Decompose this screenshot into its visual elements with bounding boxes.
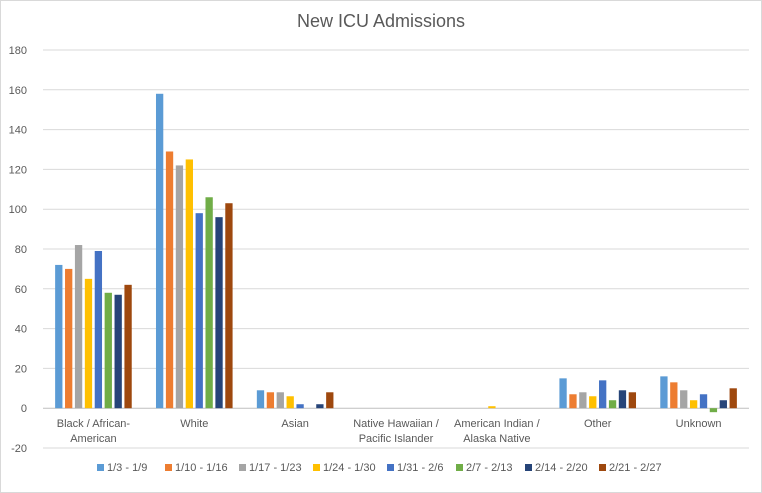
x-category-label: American xyxy=(70,433,116,445)
bar-layer xyxy=(55,93,737,413)
bar-6-6 xyxy=(608,400,617,409)
y-tick-label: 60 xyxy=(15,284,27,296)
legend-label: 2/14 - 2/20 xyxy=(535,462,588,474)
bar-1-1 xyxy=(55,264,63,409)
bar-8-6 xyxy=(628,392,637,409)
legend-label: 1/17 - 1/23 xyxy=(249,462,302,474)
x-category-label: Pacific Islander xyxy=(359,433,434,445)
legend-label: 2/7 - 2/13 xyxy=(466,462,512,474)
y-tick-label: 160 xyxy=(9,85,27,97)
y-tick-label: -20 xyxy=(11,443,27,455)
bar-2-3 xyxy=(266,392,275,409)
y-tick-label: 80 xyxy=(15,244,27,256)
legend-swatch xyxy=(165,464,172,471)
bar-2-7 xyxy=(670,382,678,409)
legend-label: 2/21 - 2/27 xyxy=(609,462,662,474)
bar-4-5 xyxy=(488,406,496,409)
bar-5-1 xyxy=(94,250,103,409)
legend-label: 1/31 - 2/6 xyxy=(397,462,443,474)
x-category-label: Black / African- xyxy=(57,418,131,430)
bar-3-6 xyxy=(579,392,587,409)
legend-label: 1/3 - 1/9 xyxy=(107,462,147,474)
bar-3-1 xyxy=(74,245,83,409)
bar-4-2 xyxy=(185,159,193,409)
y-tick-label: 100 xyxy=(9,204,27,216)
bar-7-6 xyxy=(618,390,627,409)
bar-5-6 xyxy=(599,380,607,409)
bar-5-3 xyxy=(296,404,304,409)
chart-title: New ICU Admissions xyxy=(296,11,466,31)
y-tick-label: 140 xyxy=(9,125,27,137)
bar-2-1 xyxy=(65,268,73,409)
bar-4-7 xyxy=(689,400,698,409)
bar-7-1 xyxy=(114,294,122,409)
legend-swatch xyxy=(97,464,104,471)
bar-5-2 xyxy=(195,213,203,409)
bar-1-7 xyxy=(660,376,668,409)
bar-2-6 xyxy=(569,394,577,409)
legend-swatch xyxy=(313,464,320,471)
bar-6-7 xyxy=(709,408,718,413)
bar-2-2 xyxy=(165,151,174,409)
legend-swatch xyxy=(239,464,246,471)
bar-3-2 xyxy=(175,165,184,409)
y-tick-label: 0 xyxy=(21,403,27,415)
x-category-label: American Indian / xyxy=(454,418,541,430)
bar-8-7 xyxy=(729,388,737,409)
x-category-label: Unknown xyxy=(676,418,722,430)
y-tick-label: 120 xyxy=(9,164,27,176)
legend-layer: 1/3 - 1/9 1/10 - 1/16 1/17 - 1/23 1/24 - 1/… xyxy=(97,462,662,474)
y-tick-label: 20 xyxy=(15,363,27,375)
x-category-label: White xyxy=(180,418,208,430)
y-tick-label: 40 xyxy=(15,324,27,336)
bar-7-2 xyxy=(215,217,223,409)
x-category-label: Native Hawaiian / xyxy=(353,418,440,430)
bar-8-1 xyxy=(124,284,132,409)
bar-4-6 xyxy=(589,396,597,409)
bar-3-7 xyxy=(680,390,688,409)
bar-1-6 xyxy=(559,378,567,409)
bar-8-3 xyxy=(326,392,334,409)
legend-swatch xyxy=(599,464,606,471)
x-category-label: Asian xyxy=(281,418,309,430)
bar-5-7 xyxy=(699,394,708,409)
legend-swatch xyxy=(456,464,463,471)
bar-1-2 xyxy=(155,93,164,409)
legend-label: 1/24 - 1/30 xyxy=(323,462,376,474)
legend-label: 1/10 - 1/16 xyxy=(175,462,228,474)
legend-swatch xyxy=(387,464,394,471)
bar-3-3 xyxy=(276,392,284,409)
bar-4-3 xyxy=(286,396,294,409)
label-layer: -20 0 20 40 60 80 100 120 140 160 180 Black / Afric… xyxy=(9,45,722,455)
bar-4-1 xyxy=(84,278,93,409)
x-category-label: Alaska Native xyxy=(463,433,530,445)
grid-layer xyxy=(43,49,749,449)
bar-7-7 xyxy=(719,400,727,409)
legend-swatch xyxy=(525,464,532,471)
bar-8-2 xyxy=(225,203,233,409)
bar-1-3 xyxy=(256,390,265,409)
x-category-label: Other xyxy=(584,418,612,430)
y-tick-label: 180 xyxy=(9,45,27,57)
bar-6-1 xyxy=(104,292,112,409)
bar-6-2 xyxy=(205,197,213,409)
bar-7-3 xyxy=(316,404,324,409)
